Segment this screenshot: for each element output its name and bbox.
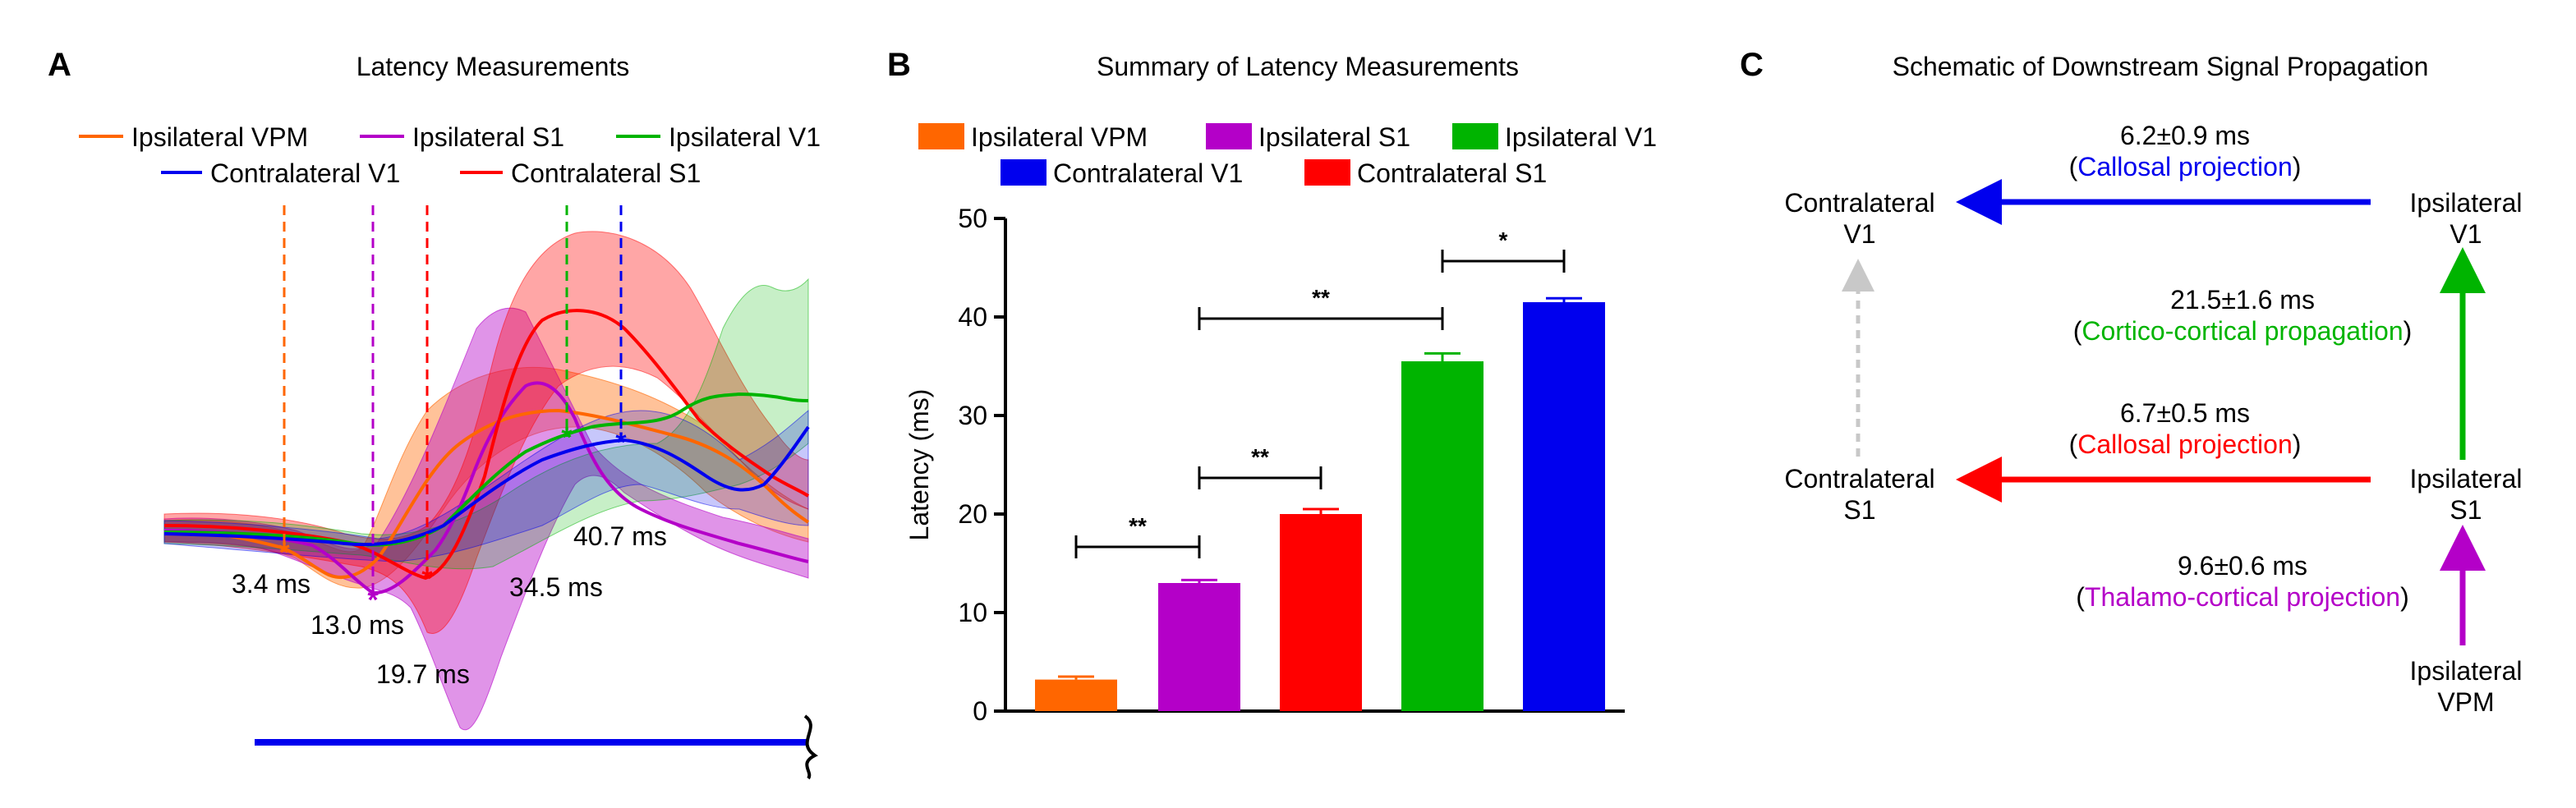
marker-star-ipsi-v1: * [561, 422, 573, 453]
band-ipsi-s1 [163, 307, 809, 731]
panel-b-label: B [887, 47, 911, 83]
y-tick-label-0: 0 [973, 696, 987, 726]
band-contra-v1 [163, 409, 809, 562]
latency-label-ipsi-s1: 13.0 ms [310, 610, 404, 640]
node-ipsi-vpm-line2: VPM [2437, 687, 2494, 717]
y-tick-label-30: 30 [958, 401, 987, 430]
node-contra-v1-line2: V1 [1843, 219, 1875, 249]
panel-b: B Summary of Latency Measurements Ipsila… [887, 47, 1657, 726]
legend-label-ipsi-s1: Ipsilateral S1 [412, 122, 564, 152]
edge-time-callosal-s1: 6.7±0.5 ms [2120, 398, 2250, 428]
marker-star-contra-v1: * [615, 427, 627, 458]
edge-time-callosal-v1: 6.2±0.9 ms [2120, 121, 2250, 150]
node-ipsi-s1-line1: Ipsilateral [2410, 464, 2523, 494]
sig-label-0: ** [1129, 513, 1147, 539]
legend-label-contra-v1: Contralateral V1 [210, 158, 400, 188]
legend-text-ipsi-v1: Ipsilateral V1 [1505, 122, 1657, 152]
legend-box-vpm [918, 123, 964, 149]
legend-box-ipsi-s1 [1206, 123, 1252, 149]
bar-contra-v1 [1523, 302, 1605, 711]
sig-label-1: ** [1251, 444, 1269, 470]
edge-desc-callosal-s1-text: Callosal projection [2077, 429, 2292, 459]
legend-box-contra-v1 [1000, 159, 1046, 186]
y-tick-label-10: 10 [958, 598, 987, 627]
panel-b-title: Summary of Latency Measurements [1097, 52, 1519, 81]
latency-markers: * * * * * 3.4 ms 13.0 ms 19.7 ms 34.5 ms… [232, 205, 667, 689]
node-ipsi-v1-line1: Ipsilateral [2410, 188, 2523, 218]
trace-contra-v1 [163, 425, 810, 547]
edge-desc-callosal-v1: (Callosal projection) [2069, 152, 2302, 181]
panel-a: A Latency Measurements Ipsilateral VPM I… [48, 47, 821, 780]
sig-label-2: ** [1312, 285, 1330, 310]
panel-b-legend: Ipsilateral VPM Ipsilateral S1 Ipsilater… [918, 122, 1657, 188]
bar-contra-s1 [1280, 514, 1362, 711]
legend-text-ipsi-s1: Ipsilateral S1 [1258, 122, 1410, 152]
panel-c-title: Schematic of Downstream Signal Propagati… [1893, 52, 2429, 81]
y-tick-label-40: 40 [958, 302, 987, 332]
mean-traces [163, 309, 810, 595]
legend-text-contra-s1: Contralateral S1 [1357, 158, 1547, 188]
node-contra-v1-line1: Contralateral [1784, 188, 1934, 218]
sig-label-3: * [1499, 227, 1508, 253]
node-contra-s1-line2: S1 [1843, 495, 1875, 525]
panel-c: C Schematic of Downstream Signal Propaga… [1740, 47, 2522, 717]
legend-text-contra-v1: Contralateral V1 [1053, 158, 1243, 188]
panel-c-label: C [1740, 47, 1764, 83]
latency-label-ipsi-v1: 34.5 ms [509, 572, 603, 602]
legend-box-contra-s1 [1304, 159, 1350, 186]
legend-label-ipsi-v1: Ipsilateral V1 [669, 122, 821, 152]
marker-star-ipsi-s1: * [367, 585, 379, 616]
legend-label-vpm: Ipsilateral VPM [131, 122, 308, 152]
trace-vpm [163, 408, 810, 580]
latency-label-contra-v1: 40.7 ms [573, 521, 667, 551]
legend-label-contra-s1: Contralateral S1 [511, 158, 701, 188]
edge-desc-cortico-text: Cortico-cortical propagation [2082, 316, 2403, 346]
latency-label-vpm: 3.4 ms [232, 569, 310, 599]
latency-label-contra-s1: 19.7 ms [376, 659, 470, 689]
edge-desc-callosal-s1: (Callosal projection) [2069, 429, 2302, 459]
node-contra-s1-line1: Contralateral [1784, 464, 1934, 494]
marker-star-contra-s1: * [421, 563, 433, 595]
bar-ipsi-v1 [1401, 361, 1484, 711]
edge-desc-thalamo: (Thalamo-cortical projection) [2076, 582, 2408, 612]
y-tick-label-50: 50 [958, 204, 987, 233]
edge-time-cortico: 21.5±1.6 ms [2170, 285, 2315, 314]
y-tick-label-20: 20 [958, 499, 987, 529]
axis-break-mark [803, 714, 818, 780]
panel-a-label: A [48, 47, 71, 83]
node-ipsi-s1-line2: S1 [2450, 495, 2482, 525]
panel-a-legend: Ipsilateral VPM Ipsilateral S1 Ipsilater… [79, 122, 821, 188]
edge-desc-cortico: (Cortico-cortical propagation) [2073, 316, 2413, 346]
panel-a-title: Latency Measurements [356, 52, 630, 81]
edge-desc-callosal-v1-text: Callosal projection [2077, 152, 2292, 181]
bar-ipsi-s1 [1158, 583, 1240, 711]
y-axis-title: Latency (ms) [904, 389, 934, 541]
marker-star-vpm: * [278, 537, 290, 568]
bar-vpm [1035, 679, 1117, 711]
time-scale-bar [255, 714, 818, 780]
legend-box-ipsi-v1 [1452, 123, 1498, 149]
node-ipsi-vpm-line1: Ipsilateral [2410, 656, 2523, 686]
node-ipsi-v1-line2: V1 [2450, 219, 2482, 249]
legend-text-vpm: Ipsilateral VPM [971, 122, 1148, 152]
trace-ipsi-s1 [163, 381, 809, 595]
edge-desc-thalamo-text: Thalamo-cortical projection [2085, 582, 2400, 612]
edge-time-thalamo: 9.6±0.6 ms [2178, 551, 2307, 581]
